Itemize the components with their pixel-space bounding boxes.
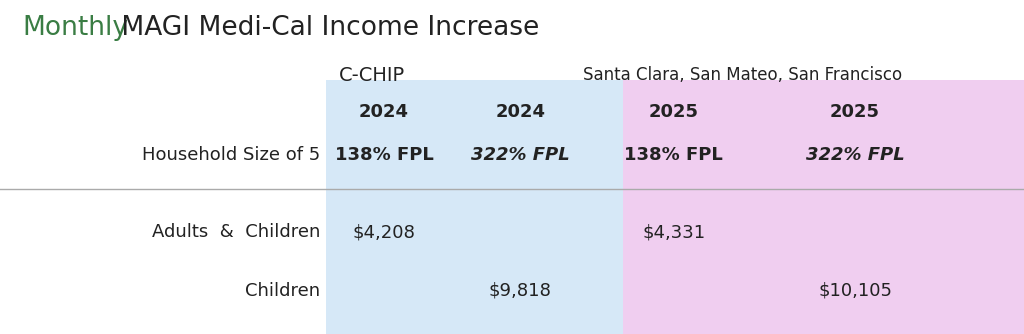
Text: 138% FPL: 138% FPL	[625, 146, 723, 164]
Text: Adults  &  Children: Adults & Children	[153, 223, 321, 241]
Text: 2025: 2025	[649, 103, 698, 121]
Text: $9,818: $9,818	[488, 282, 552, 300]
Text: 322% FPL: 322% FPL	[471, 146, 569, 164]
Text: 322% FPL: 322% FPL	[806, 146, 904, 164]
Text: C-CHIP: C-CHIP	[339, 66, 404, 85]
Text: Children: Children	[246, 282, 321, 300]
Bar	[623, 80, 1024, 334]
Text: 2024: 2024	[496, 103, 545, 121]
Text: Monthly: Monthly	[23, 15, 129, 41]
Bar	[326, 80, 623, 334]
Text: 2024: 2024	[359, 103, 409, 121]
Text: Household Size of 5: Household Size of 5	[142, 146, 321, 164]
Text: Santa Clara, San Mateo, San Francisco: Santa Clara, San Mateo, San Francisco	[583, 66, 902, 84]
Text: 138% FPL: 138% FPL	[335, 146, 433, 164]
Text: 2025: 2025	[830, 103, 880, 121]
Text: $4,331: $4,331	[642, 223, 706, 241]
Text: MAGI Medi-Cal Income Increase: MAGI Medi-Cal Income Increase	[113, 15, 539, 41]
Text: $4,208: $4,208	[352, 223, 416, 241]
Text: $10,105: $10,105	[818, 282, 892, 300]
